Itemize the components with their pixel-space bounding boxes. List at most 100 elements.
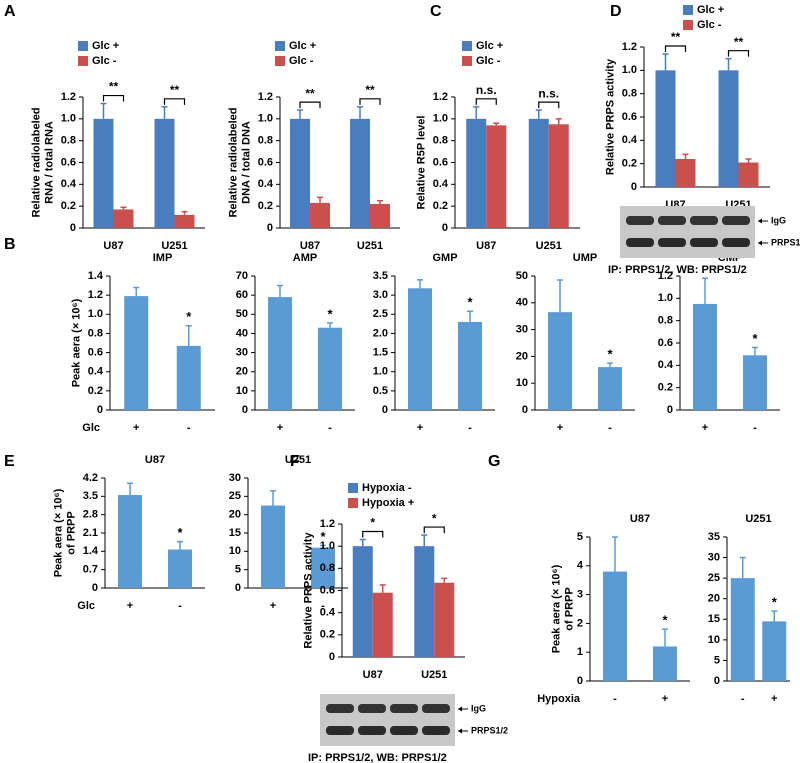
panel-label: B <box>4 236 16 253</box>
bar <box>718 70 739 187</box>
y-tick-label: 0 <box>577 675 583 687</box>
bar <box>176 345 201 410</box>
y-tick-label: 30 <box>516 324 528 336</box>
y-tick-label: 0.2 <box>658 382 673 394</box>
y-axis-label: Relative R5P level <box>415 116 427 210</box>
x-tick-label: U87 <box>103 240 123 252</box>
y-tick-label: 20 <box>229 509 241 521</box>
error-bar <box>161 106 168 119</box>
legend-label: Glc - <box>697 19 722 31</box>
y-tick-label: 0.6 <box>61 156 76 168</box>
legend-swatch <box>348 483 358 493</box>
x-tick-label: U251 <box>421 669 447 681</box>
y-tick-label: 1.2 <box>622 41 637 53</box>
significance-label: ** <box>109 80 119 94</box>
x-tick-label: - <box>741 693 745 705</box>
error-bar <box>120 206 127 210</box>
error-bar <box>133 286 140 297</box>
blot-band <box>390 704 418 713</box>
y-tick-label: 0 <box>329 651 335 663</box>
legend-label: Hypoxia + <box>362 497 414 509</box>
blot-arrowhead <box>458 728 462 734</box>
y-tick-label: 4 <box>577 560 584 572</box>
significance-label: * <box>370 516 375 530</box>
y-tick-label: 0.4 <box>61 178 77 190</box>
bar <box>458 321 482 410</box>
bar <box>408 288 432 410</box>
y-tick-label: 1.4 <box>83 545 99 557</box>
bar <box>548 124 569 228</box>
y-tick-label: 0 <box>97 404 103 416</box>
error-bar <box>752 346 758 356</box>
error-bar <box>377 199 383 204</box>
y-tick-label: 1.2 <box>658 270 673 282</box>
significance-bracket <box>475 98 497 105</box>
y-axis-label: Relative radiolabeled <box>227 107 239 217</box>
blot-caption: IP: PRPS1/2, WB: PRPS1/2 <box>308 752 447 763</box>
blot-label: IgG <box>471 703 486 713</box>
chart-title: IMP <box>153 252 173 264</box>
panel-label: G <box>488 453 500 470</box>
y-tick-label: 0.6 <box>433 156 448 168</box>
error-bar <box>417 279 423 289</box>
error-bar <box>185 325 192 346</box>
y-tick-label: 2.1 <box>83 527 98 539</box>
y-tick-label: 0.6 <box>88 346 103 358</box>
error-bar <box>317 196 323 203</box>
bar <box>311 547 335 588</box>
y-tick-label: 0.4 <box>622 134 638 146</box>
x-tick-label: + <box>417 422 423 434</box>
y-tick-label: 3.5 <box>83 490 98 502</box>
error-bar <box>441 577 448 583</box>
y-tick-label: 1.2 <box>61 91 76 103</box>
y-tick-label: 2.5 <box>373 308 388 320</box>
y-tick-label: 0.6 <box>658 337 673 349</box>
bar <box>352 546 373 657</box>
blot-band <box>326 704 354 713</box>
x-tick-label: U251 <box>161 240 187 252</box>
y-tick-label: 0 <box>631 181 637 193</box>
blot-band <box>358 704 386 713</box>
bar <box>290 118 310 228</box>
y-tick-label: 20 <box>516 350 528 362</box>
blot-label: PRPS1/2 <box>771 237 800 247</box>
significance-bracket <box>423 526 445 534</box>
x-tick-label: - <box>468 422 472 434</box>
bar <box>434 582 455 657</box>
error-bar <box>739 556 746 579</box>
x-tick-label: - <box>321 600 325 612</box>
x-tick-label: - <box>613 693 617 705</box>
significance-bracket <box>359 98 381 105</box>
y-tick-label: 30 <box>236 346 248 358</box>
chart-title: U87 <box>145 454 165 466</box>
y-tick-label: 1.2 <box>433 91 448 103</box>
x-tick-label: + <box>771 693 777 705</box>
y-tick-label: 10 <box>708 634 720 646</box>
y-tick-label: 0.2 <box>433 200 448 212</box>
y-tick-label: 0 <box>235 582 241 594</box>
error-bar <box>379 584 386 593</box>
error-bar <box>297 109 303 119</box>
significance-bracket <box>727 50 750 57</box>
legend-label: Glc + <box>92 40 119 52</box>
y-tick-label: 1 <box>577 646 583 658</box>
y-tick-label: 10 <box>229 545 241 557</box>
legend-label: Glc + <box>289 40 316 52</box>
x-tick-label: + <box>702 422 708 434</box>
significance-label: * <box>320 529 326 544</box>
y-tick-label: 1.0 <box>658 292 673 304</box>
error-bar <box>662 628 668 647</box>
y-tick-label: 0.2 <box>258 200 273 212</box>
y-axis-label: Relative PRPS activity <box>604 58 616 175</box>
error-bar <box>177 540 183 550</box>
error-bar <box>555 118 562 125</box>
x-tick-label: - <box>187 422 191 434</box>
panel-label: C <box>430 3 442 20</box>
y-tick-label: 4.2 <box>83 472 98 484</box>
blot-caption: IP: PRPS1/2, WB: PRPS1/2 <box>608 264 747 276</box>
blot-band <box>626 238 654 247</box>
y-tick-label: 1.0 <box>433 113 448 125</box>
y-tick-label: 0.2 <box>88 385 103 397</box>
significance-label: ** <box>305 86 315 100</box>
